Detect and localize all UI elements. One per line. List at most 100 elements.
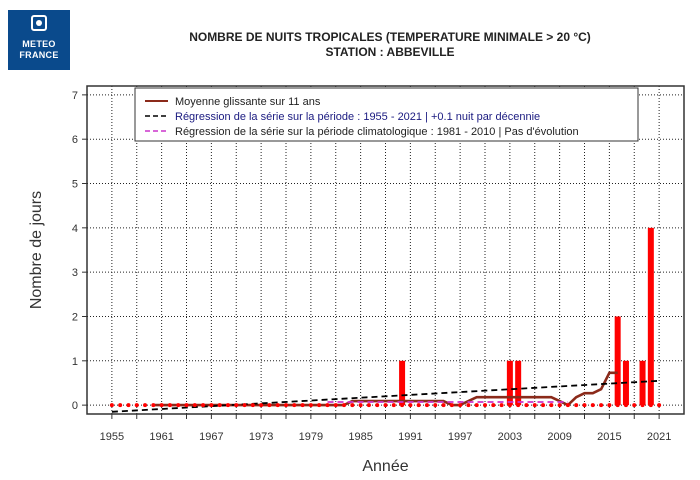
point-1969 xyxy=(225,403,230,408)
point-1975 xyxy=(275,403,280,408)
point-1996 xyxy=(449,403,454,408)
bar-2016 xyxy=(614,316,621,406)
logo-line-1: METEO xyxy=(22,39,56,49)
x-tick-label: 2003 xyxy=(498,431,522,443)
point-1982 xyxy=(333,403,338,408)
point-2017 xyxy=(623,403,628,408)
point-2020 xyxy=(648,403,653,408)
point-2019 xyxy=(640,403,645,408)
bars-layer xyxy=(399,227,654,406)
point-1984 xyxy=(350,403,355,408)
point-2002 xyxy=(499,403,504,408)
x-tick-label: 1967 xyxy=(199,431,223,443)
point-1958 xyxy=(134,403,139,408)
point-2001 xyxy=(491,403,496,408)
point-1981 xyxy=(325,403,330,408)
point-1995 xyxy=(441,403,446,408)
point-1989 xyxy=(391,403,396,408)
point-2010 xyxy=(565,403,570,408)
point-2005 xyxy=(524,403,529,408)
series-moving-average xyxy=(153,371,618,407)
chart-subtitle: STATION : ABBEVILLE xyxy=(325,45,455,59)
x-tick-label: 1979 xyxy=(299,431,323,443)
point-1960 xyxy=(151,403,156,408)
point-1986 xyxy=(366,403,371,408)
logo-line-2: FRANCE xyxy=(19,50,59,60)
x-tick-label: 1961 xyxy=(149,431,173,443)
point-1988 xyxy=(383,403,388,408)
x-axis-label: Année xyxy=(362,458,408,475)
x-tick-label: 2015 xyxy=(597,431,621,443)
point-2018 xyxy=(632,403,637,408)
point-1965 xyxy=(192,403,197,408)
chart-title: NOMBRE DE NUITS TROPICALES (TEMPERATURE … xyxy=(189,30,591,44)
point-1999 xyxy=(474,403,479,408)
legend-box xyxy=(134,87,639,142)
point-1979 xyxy=(308,403,313,408)
point-1991 xyxy=(408,403,413,408)
point-2016 xyxy=(615,403,620,408)
point-1973 xyxy=(259,403,264,408)
point-1993 xyxy=(424,403,429,408)
bar-2003 xyxy=(506,360,513,406)
point-1998 xyxy=(466,403,471,408)
point-2011 xyxy=(574,403,579,408)
point-2015 xyxy=(607,403,612,408)
point-1987 xyxy=(375,403,380,408)
meteo-france-logo: METEO FRANCE xyxy=(8,10,70,70)
x-tick-label: 1955 xyxy=(100,431,124,443)
point-1974 xyxy=(267,403,272,408)
point-2007 xyxy=(541,403,546,408)
legend-label-2: Régression de la série sur la période : … xyxy=(175,111,540,123)
legend: Moyenne glissante sur 11 ans Régression d… xyxy=(134,87,639,142)
point-2003 xyxy=(507,403,512,408)
point-1985 xyxy=(358,403,363,408)
y-tick-label: 7 xyxy=(72,90,78,102)
legend-label-3: Régression de la série sur la période cl… xyxy=(175,126,579,138)
y-tick-label: 3 xyxy=(72,267,78,279)
meteo-france-logo-icon xyxy=(31,15,47,31)
point-2021 xyxy=(657,403,662,408)
point-2004 xyxy=(516,403,521,408)
point-1980 xyxy=(317,403,322,408)
point-1983 xyxy=(342,403,347,408)
points-layer xyxy=(109,403,662,408)
point-1955 xyxy=(109,403,114,408)
y-axis-label: Nombre de jours xyxy=(28,191,45,309)
point-1994 xyxy=(433,403,438,408)
x-tick-label: 2009 xyxy=(547,431,571,443)
point-1961 xyxy=(159,403,164,408)
point-2000 xyxy=(483,403,487,408)
point-1967 xyxy=(209,403,214,408)
point-1970 xyxy=(234,403,239,408)
x-tick-label: 2021 xyxy=(647,431,671,443)
y-tick-label: 5 xyxy=(72,179,78,191)
x-tick-label: 1997 xyxy=(448,431,472,443)
point-1978 xyxy=(300,403,305,408)
bar-2004 xyxy=(515,360,522,406)
y-tick-label: 1 xyxy=(72,356,78,368)
point-2014 xyxy=(599,403,604,408)
axes-layer: 0 1 2 3 4 5 6 7 1955 1961 1967 1973 1979 1985 1991 1997… xyxy=(28,90,671,475)
point-1992 xyxy=(416,403,421,408)
point-2006 xyxy=(532,403,537,408)
point-1963 xyxy=(176,403,181,408)
point-1971 xyxy=(242,403,247,408)
x-tick-label: 1991 xyxy=(398,431,422,443)
point-2013 xyxy=(590,403,595,408)
y-tick-label: 2 xyxy=(72,311,78,323)
point-1972 xyxy=(250,403,255,408)
point-1962 xyxy=(167,403,172,408)
point-1957 xyxy=(126,403,131,408)
point-1964 xyxy=(184,403,189,408)
y-tick-label: 0 xyxy=(72,400,78,412)
point-2009 xyxy=(557,403,562,408)
bar-2020 xyxy=(647,227,654,406)
y-tick-label: 4 xyxy=(72,223,78,235)
point-1968 xyxy=(217,403,222,408)
bar-1990 xyxy=(399,360,406,406)
point-1997 xyxy=(458,403,463,408)
point-2012 xyxy=(582,403,587,408)
x-tick-label: 1985 xyxy=(348,431,372,443)
